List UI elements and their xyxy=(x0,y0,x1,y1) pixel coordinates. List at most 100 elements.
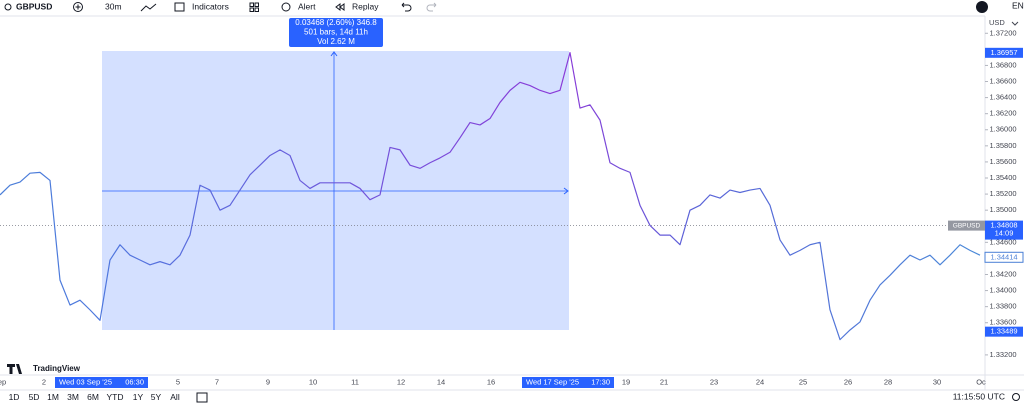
range-date-badge xyxy=(522,377,614,388)
x-tick-label: 19 xyxy=(622,377,630,386)
symbol-badge-label: GBPUSD xyxy=(953,222,981,229)
alert-button[interactable]: Alert xyxy=(298,1,316,11)
x-tick-label: 24 xyxy=(756,377,764,386)
x-tick-label: 21 xyxy=(660,377,668,386)
range-time: 17:30 xyxy=(591,377,610,386)
y-tick-label: 1.36400 xyxy=(989,93,1016,102)
countdown: 14:09 xyxy=(995,229,1014,238)
range-button[interactable]: 6M xyxy=(87,392,99,402)
range-date: Wed 17 Sep '25 xyxy=(526,377,579,386)
range-date: Wed 03 Sep '25 xyxy=(59,377,112,386)
replay-button[interactable]: Replay xyxy=(352,1,379,11)
x-tick-label: 16 xyxy=(487,377,495,386)
top-toolbar: GBPUSD 30m Indicators Alert Replay EN xyxy=(0,0,1024,17)
logo-icon xyxy=(7,364,22,374)
x-tick-label: 9 xyxy=(266,377,270,386)
measure-range xyxy=(102,51,569,330)
x-tick-label: 28 xyxy=(884,377,892,386)
x-tick-label: 11 xyxy=(351,377,359,386)
y-tick-label: 1.33200 xyxy=(989,350,1016,359)
range-button[interactable]: All xyxy=(170,392,180,402)
y-tick-label: 1.34200 xyxy=(989,269,1016,278)
symbol-badge xyxy=(948,220,985,231)
range-button[interactable]: 1M xyxy=(47,392,59,402)
measure-bars: 501 bars, 14d 11h xyxy=(304,28,368,37)
y-tick-label: 1.37200 xyxy=(989,28,1016,37)
y-tick-label: 1.35600 xyxy=(989,157,1016,166)
avatar[interactable] xyxy=(976,1,988,13)
last-price-label: 1.34808 xyxy=(990,221,1017,230)
range-button[interactable]: YTD xyxy=(107,392,124,402)
y-tick-label: 1.36600 xyxy=(989,77,1016,86)
range-time: 06:30 xyxy=(125,377,144,386)
x-tick-label: 14 xyxy=(437,377,445,386)
x-tick-label: 2 xyxy=(42,377,46,386)
redo-button[interactable] xyxy=(426,2,437,12)
indicators-button[interactable]: Indicators xyxy=(192,1,229,11)
range-button[interactable]: 3M xyxy=(67,392,79,402)
x-tick-label: 5 xyxy=(176,377,180,386)
range-button[interactable]: 5D xyxy=(29,392,40,402)
symbol[interactable]: GBPUSD xyxy=(16,1,52,11)
x-tick-label: 10 xyxy=(309,377,317,386)
currency-dropdown[interactable] xyxy=(1011,21,1019,26)
goto-date-button[interactable] xyxy=(196,392,208,403)
y-tick-label: 1.34600 xyxy=(989,237,1016,246)
x-tick-label: 26 xyxy=(844,377,852,386)
measure-change: 0.03468 (2.60%) 346.8 xyxy=(295,18,377,27)
indicators-icon xyxy=(174,2,185,12)
x-tick-label: 23 xyxy=(710,377,718,386)
measure-high-badge-label: 1.36957 xyxy=(990,48,1017,57)
alert-icon xyxy=(281,2,291,12)
y-tick-label: 1.36000 xyxy=(989,125,1016,134)
marker-price-badge-label: 1.34414 xyxy=(990,252,1017,261)
arrow-head xyxy=(563,187,569,195)
y-tick-label: 1.33600 xyxy=(989,318,1016,327)
arrow-head xyxy=(330,51,338,57)
price-line xyxy=(0,51,981,341)
measure-volume: Vol 2.62 M xyxy=(317,37,355,46)
range-button[interactable]: 1Y xyxy=(133,392,144,402)
y-tick-label: 1.33800 xyxy=(989,302,1016,311)
layout-icon xyxy=(254,7,259,12)
measure-low-badge-label: 1.33489 xyxy=(990,327,1017,336)
clock: 11:15:50 UTC xyxy=(953,391,1005,401)
layout-button[interactable] xyxy=(249,2,254,7)
range-button[interactable]: 5Y xyxy=(151,392,162,402)
marker-price-badge xyxy=(984,251,1024,263)
range-button[interactable]: 1D xyxy=(9,392,20,402)
settings-button[interactable] xyxy=(1012,393,1020,401)
undo-button[interactable] xyxy=(401,2,412,12)
x-tick-label: ep xyxy=(0,377,6,386)
compare-button[interactable] xyxy=(73,2,83,12)
currency[interactable]: USD xyxy=(989,18,1005,27)
replay-icon xyxy=(335,3,345,11)
x-tick-label: 12 xyxy=(397,377,405,386)
y-tick-label: 1.35400 xyxy=(989,173,1016,182)
language[interactable]: EN xyxy=(1012,0,1024,10)
x-tick-label: 30 xyxy=(933,377,941,386)
interval[interactable]: 30m xyxy=(105,1,122,11)
range-date-badge xyxy=(55,377,148,388)
y-tick-label: 1.35200 xyxy=(989,189,1016,198)
y-tick-label: 1.35800 xyxy=(989,141,1016,150)
plus-icon xyxy=(75,4,81,10)
y-tick-label: 1.36200 xyxy=(989,109,1016,118)
measure-low-badge xyxy=(985,326,1023,337)
y-tick-label: 1.35000 xyxy=(989,205,1016,214)
y-tick-label: 1.34000 xyxy=(989,286,1016,295)
layout-icon xyxy=(249,7,254,12)
chart-type-button[interactable] xyxy=(140,3,157,12)
logo: TradingView xyxy=(33,364,81,373)
layout-icon xyxy=(254,2,259,7)
search-icon[interactable] xyxy=(4,3,12,11)
measure-tooltip xyxy=(289,18,383,47)
measure-high-badge xyxy=(985,47,1023,58)
x-tick-label: Oc xyxy=(976,377,986,386)
y-tick-label: 1.36800 xyxy=(989,60,1016,69)
x-tick-label: 25 xyxy=(799,377,807,386)
x-tick-label: 7 xyxy=(215,377,219,386)
last-price-badge xyxy=(985,220,1023,240)
